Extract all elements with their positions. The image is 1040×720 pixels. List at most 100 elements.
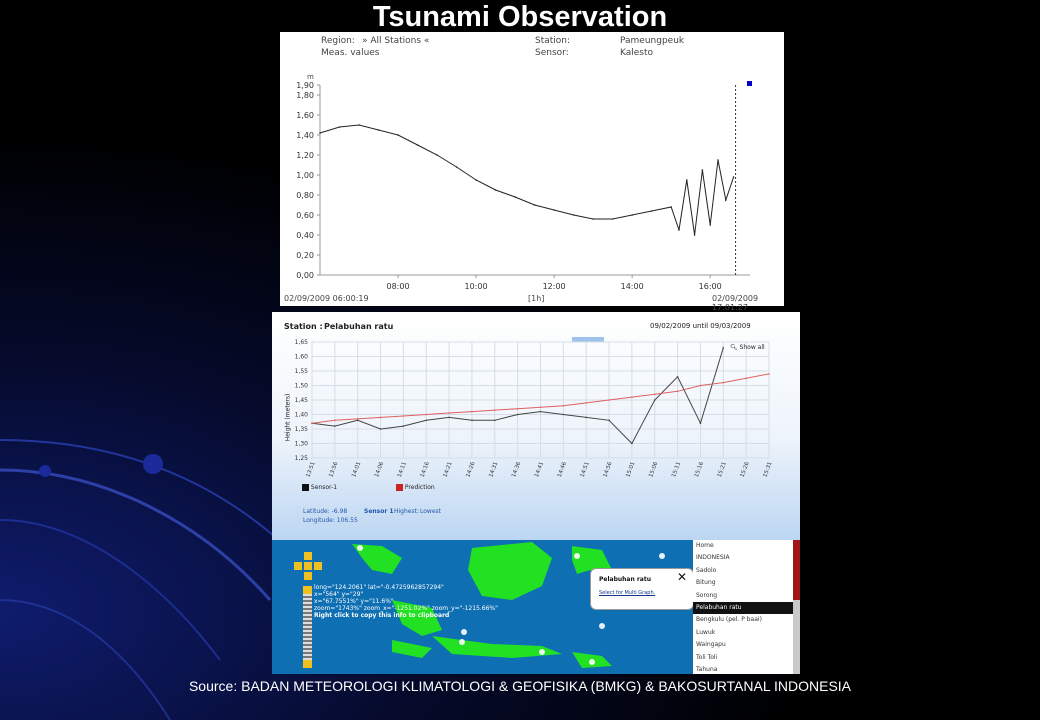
y-tick-label: 1,80	[296, 91, 314, 100]
show-all-button[interactable]: 🔍︎ Show all	[730, 344, 765, 351]
region-value[interactable]: » All Stations «	[362, 36, 430, 46]
x-tick-label: 08:00	[387, 282, 410, 291]
highest-label: Highest:	[394, 508, 419, 515]
y-tick-label: 1,40	[296, 131, 314, 140]
data-point	[494, 409, 496, 411]
data-point	[608, 399, 610, 401]
station-popup[interactable]: Pelabuhan ratu ✕ Select for Multi Graph.	[590, 568, 694, 610]
legend-sensor[interactable]: Sensor-1	[302, 484, 337, 491]
y-tick-label: 1,00	[296, 171, 314, 180]
station-list[interactable]: Home INDONESIA Sadolo Bitung Sorong Pelabuhan…	[693, 540, 793, 674]
x-tick-label: 12:00	[543, 282, 566, 291]
data-point	[572, 214, 575, 216]
y-tick-label: 1,90	[296, 81, 314, 90]
x-tick-label: 15:31	[763, 461, 774, 478]
range-scroll-handle[interactable]	[572, 337, 604, 342]
pan-control[interactable]	[294, 552, 322, 580]
x-tick-label: 14:16	[420, 461, 431, 478]
y-tick-label: 1,40	[295, 412, 309, 419]
coord-line: x="67.7551%" y="11.6%"	[314, 598, 394, 605]
data-point	[319, 132, 321, 134]
data-point	[676, 376, 679, 378]
data-point	[334, 419, 336, 422]
map-panel[interactable]: long="124.2061" lat="-0.4725962857294" x…	[272, 540, 800, 674]
lowest-label: Lowest	[420, 508, 441, 515]
longitude: Longitude: 106.55	[303, 517, 358, 524]
data-point	[397, 134, 399, 136]
data-point	[514, 196, 516, 198]
data-point	[494, 419, 496, 422]
station-list-item[interactable]: INDONESIA	[696, 554, 730, 562]
data-point	[539, 406, 542, 409]
y-tick-label: 0,60	[296, 211, 314, 220]
multi-graph-link[interactable]: Select for Multi Graph.	[599, 590, 656, 596]
data-point	[699, 422, 702, 424]
checkbox-icon[interactable]	[396, 484, 403, 491]
x-tick-label: 15:01	[625, 461, 636, 478]
scroll-thumb[interactable]	[793, 540, 800, 600]
source-caption: Source: BADAN METEOROLOGI KLIMATOLOGI & …	[188, 678, 852, 694]
y-tick-label: 0,80	[296, 191, 314, 200]
station-list-item[interactable]: Sadolo	[696, 566, 717, 574]
station-list-item[interactable]: Sorong	[696, 591, 718, 599]
station-list-item[interactable]: Bengkulu (pel. P baai)	[696, 616, 762, 624]
station-list-scrollbar[interactable]	[793, 540, 800, 674]
data-point	[402, 415, 405, 417]
data-point	[377, 129, 380, 131]
data-point	[585, 416, 587, 419]
station-list-item[interactable]: Pelabuhan ratu	[693, 601, 793, 615]
marker-square	[747, 81, 752, 86]
data-point	[416, 144, 419, 146]
x-tick-label: 14:41	[534, 461, 545, 478]
pan-left-icon[interactable]	[294, 562, 302, 570]
pan-center-icon[interactable]	[304, 562, 312, 570]
x-tick-label: 14:36	[511, 461, 522, 478]
zoom-out-icon[interactable]	[303, 660, 312, 668]
station-list-item[interactable]: Home	[696, 542, 714, 549]
zoom-slider[interactable]	[303, 586, 312, 668]
legend-label: Sensor-1	[310, 484, 338, 491]
sea-level-series-line	[319, 124, 735, 236]
data-point	[562, 405, 565, 407]
checkbox-icon[interactable]	[302, 484, 309, 491]
data-point	[356, 418, 359, 420]
y-tick-label: 1,55	[295, 368, 309, 375]
data-point	[448, 412, 450, 414]
data-point	[562, 413, 565, 416]
data-point	[768, 373, 770, 375]
data-point	[653, 393, 656, 395]
zoom-icon: 🔍︎	[730, 344, 738, 351]
station-list-item[interactable]: Toli Toli	[696, 653, 718, 661]
x-tick-label: 13:56	[328, 461, 339, 478]
sea-level-line-chart: 0,00 0,20 0,40 0,60 0,80 1,00 1,20 1,40 1,60 1,80…	[296, 81, 750, 291]
y-tick-label: 1,60	[295, 354, 309, 361]
pan-right-icon[interactable]	[314, 562, 322, 570]
data-point	[650, 210, 653, 212]
date-range: 09/02/2009 until 09/03/2009	[650, 322, 751, 330]
pan-down-icon[interactable]	[304, 572, 312, 580]
pan-up-icon[interactable]	[304, 552, 312, 560]
station-list-item[interactable]: Bitung	[696, 579, 716, 587]
x-tick-label: 14:11	[397, 461, 408, 478]
x-tick-label: 14:01	[351, 461, 362, 478]
coord-line: long="124.2061" lat="-0.4725962857294"	[314, 584, 444, 591]
zoom-track[interactable]	[303, 594, 312, 660]
station-list-item[interactable]: Luwuk	[696, 628, 716, 636]
data-point	[471, 410, 473, 413]
station-list-item[interactable]: Waingapu	[696, 641, 726, 649]
data-point	[608, 419, 610, 422]
legend-prediction[interactable]: Prediction	[396, 484, 435, 491]
data-point	[379, 428, 382, 430]
x-tick-label: 14:26	[465, 461, 476, 478]
station-list-item[interactable]: Tahuna	[696, 665, 718, 673]
zoom-in-icon[interactable]	[303, 586, 312, 594]
y-tick-label: 1,25	[295, 455, 309, 462]
y-tick-label: 0,00	[296, 271, 314, 280]
data-point	[709, 224, 711, 226]
data-point	[611, 218, 614, 220]
x-tick-label: 16:00	[699, 282, 722, 291]
close-icon[interactable]: ✕	[677, 570, 688, 584]
x-tick-label: 14:00	[621, 282, 644, 291]
y-tick-label: 1,45	[295, 397, 309, 404]
station-value: Pameungpeuk	[620, 36, 685, 46]
